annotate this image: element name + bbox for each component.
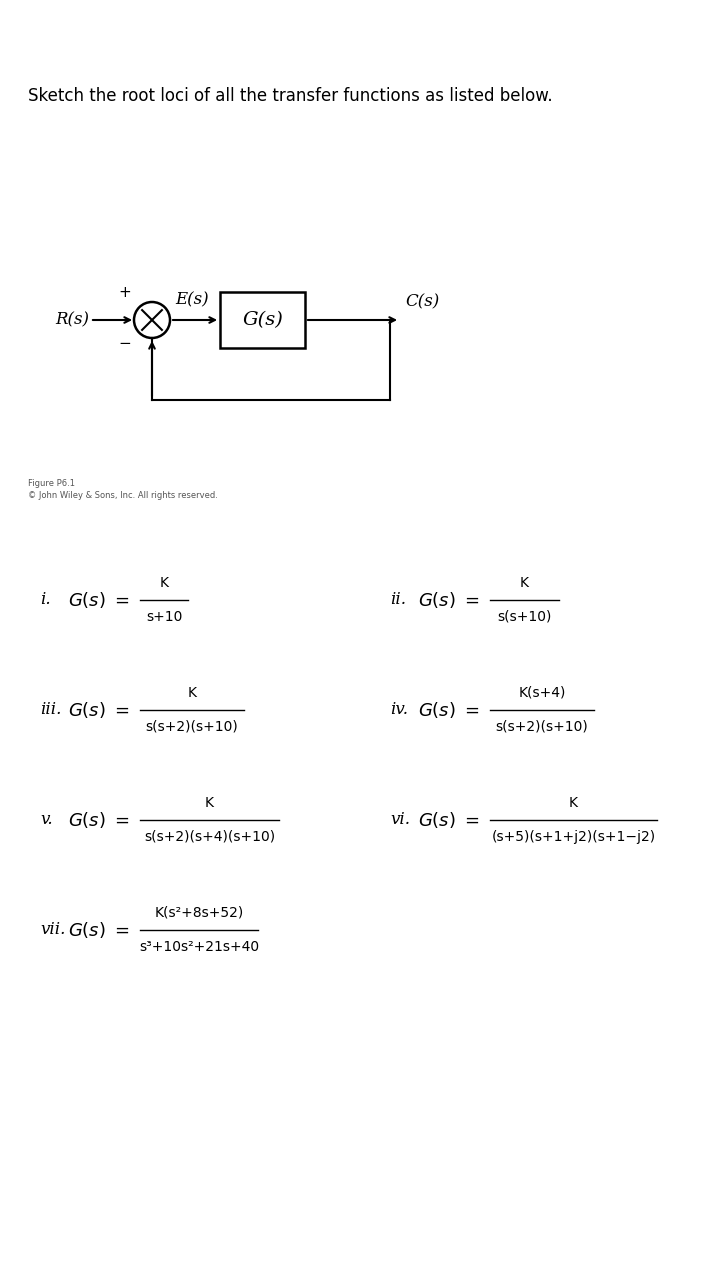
Text: K: K: [520, 576, 529, 590]
Text: K: K: [205, 796, 214, 810]
Text: $G(s)$ $=$: $G(s)$ $=$: [418, 700, 480, 719]
Text: i.: i.: [40, 591, 50, 608]
Text: s(s+10): s(s+10): [498, 611, 552, 623]
Text: −: −: [118, 335, 131, 351]
Text: K: K: [160, 576, 168, 590]
Text: +: +: [118, 285, 131, 300]
Text: $G(s)$ $=$: $G(s)$ $=$: [68, 920, 130, 940]
Text: $G(s)$ $=$: $G(s)$ $=$: [68, 810, 130, 829]
Text: ii.: ii.: [390, 591, 406, 608]
Text: K: K: [569, 796, 578, 810]
Text: s(s+2)(s+10): s(s+2)(s+10): [145, 719, 238, 733]
Text: K(s²+8s+52): K(s²+8s+52): [154, 906, 243, 920]
Text: G(s): G(s): [242, 311, 283, 329]
Text: s(s+2)(s+4)(s+10): s(s+2)(s+4)(s+10): [144, 829, 275, 844]
Text: v.: v.: [40, 812, 53, 828]
Text: Figure P6.1: Figure P6.1: [28, 479, 75, 488]
Text: vii.: vii.: [40, 922, 66, 938]
Text: E(s): E(s): [175, 291, 209, 308]
Text: s³+10s²+21s+40: s³+10s²+21s+40: [139, 940, 259, 954]
Text: $G(s)$ $=$: $G(s)$ $=$: [68, 590, 130, 611]
Text: © John Wiley & Sons, Inc. All rights reserved.: © John Wiley & Sons, Inc. All rights res…: [28, 492, 218, 500]
Text: s+10: s+10: [146, 611, 182, 623]
Text: Sketch the root loci of all the transfer functions as listed below.: Sketch the root loci of all the transfer…: [28, 87, 553, 105]
Text: K(s+4): K(s+4): [518, 686, 566, 700]
Text: iii.: iii.: [40, 701, 61, 718]
Text: C(s): C(s): [405, 293, 439, 310]
Text: $G(s)$ $=$: $G(s)$ $=$: [68, 700, 130, 719]
Text: vi.: vi.: [390, 812, 410, 828]
Text: s(s+2)(s+10): s(s+2)(s+10): [495, 719, 588, 733]
Text: $G(s)$ $=$: $G(s)$ $=$: [418, 810, 480, 829]
Text: R(s): R(s): [55, 311, 89, 329]
Text: (s+5)(s+1+j2)(s+1−j2): (s+5)(s+1+j2)(s+1−j2): [492, 829, 656, 844]
FancyBboxPatch shape: [220, 292, 305, 348]
Text: iv.: iv.: [390, 701, 408, 718]
Text: $G(s)$ $=$: $G(s)$ $=$: [418, 590, 480, 611]
Text: K: K: [187, 686, 197, 700]
